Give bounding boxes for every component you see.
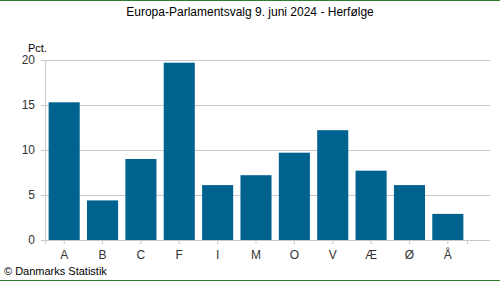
bar xyxy=(125,159,156,240)
bars xyxy=(49,63,464,240)
bar xyxy=(394,185,425,240)
grid-line xyxy=(45,150,490,151)
y-tick-label: 20 xyxy=(22,53,36,67)
source: © Danmarks Statistik xyxy=(4,265,107,277)
y-tick: 15 xyxy=(22,98,45,112)
x-tick: O xyxy=(290,240,299,262)
grid-line xyxy=(45,60,490,61)
chart: 0 5 10 15 20 A B C F I M O V Æ Ø Å Europa-Parlamentsvalg… xyxy=(0,0,500,282)
bar xyxy=(49,102,80,240)
x-tick: Ø xyxy=(405,240,414,262)
x-tick: V xyxy=(329,240,337,262)
x-tick-label: C xyxy=(137,248,146,262)
bar xyxy=(432,214,463,240)
title: Europa-Parlamentsvalg 9. juni 2024 - Her… xyxy=(126,5,374,19)
y-tick-label: 5 xyxy=(28,188,35,202)
y-axis-line xyxy=(41,61,46,241)
x-tick-label: V xyxy=(329,248,337,262)
y-tick-mark xyxy=(41,240,45,241)
y-tick: 5 xyxy=(28,188,45,202)
bar xyxy=(87,200,118,240)
bar xyxy=(164,63,195,240)
x-axis-line xyxy=(46,241,468,245)
x-tick: A xyxy=(60,240,68,262)
y-label: Pct. xyxy=(28,42,47,54)
x-tick-mark xyxy=(294,240,295,244)
x-tick-label: O xyxy=(290,248,299,262)
y-tick-mark xyxy=(41,195,45,196)
x-tick-mark xyxy=(256,240,257,244)
x-tick: B xyxy=(99,240,107,262)
y-tick-label: 0 xyxy=(28,233,35,247)
x-tick-mark xyxy=(447,240,448,244)
y-tick-mark xyxy=(41,60,45,61)
y-axis: 0 5 10 15 20 xyxy=(22,53,46,247)
x-tick-mark xyxy=(217,240,218,244)
y-tick-mark xyxy=(41,150,45,151)
x-tick-label: I xyxy=(216,248,219,262)
frame-top xyxy=(0,0,500,1)
x-tick-label: F xyxy=(176,248,183,262)
x-tick: M xyxy=(251,240,261,262)
x-tick-label: Å xyxy=(444,247,452,262)
x-tick: Æ xyxy=(365,240,377,262)
x-tick-mark xyxy=(371,240,372,244)
x-tick-label: Ø xyxy=(405,248,414,262)
x-tick: Å xyxy=(444,240,452,262)
x-tick-label: Æ xyxy=(365,248,377,262)
x-tick-mark xyxy=(332,240,333,244)
bar xyxy=(240,175,271,240)
x-tick: F xyxy=(176,240,183,262)
grid-line xyxy=(45,105,490,106)
x-tick-mark xyxy=(409,240,410,244)
bar xyxy=(317,130,348,240)
frame-bottom xyxy=(0,280,500,281)
x-tick-mark xyxy=(102,240,103,244)
bar xyxy=(356,171,387,240)
y-tick-label: 15 xyxy=(22,98,36,112)
bar xyxy=(279,153,310,240)
y-tick-mark xyxy=(41,105,45,106)
y-tick: 10 xyxy=(22,143,45,157)
x-tick-mark xyxy=(64,240,65,244)
x-tick-label: B xyxy=(99,248,107,262)
x-tick: I xyxy=(216,240,219,262)
x-axis: ABCFIMOVÆØÅ xyxy=(46,240,468,262)
x-tick-label: A xyxy=(60,248,68,262)
x-tick-label: M xyxy=(251,248,261,262)
x-tick-mark xyxy=(140,240,141,244)
grid xyxy=(45,61,490,241)
y-tick-label: 10 xyxy=(22,143,36,157)
y-tick: 20 xyxy=(22,53,45,67)
x-tick-mark xyxy=(179,240,180,244)
y-tick: 0 xyxy=(28,233,45,247)
x-tick: C xyxy=(137,240,146,262)
bar xyxy=(202,185,233,240)
